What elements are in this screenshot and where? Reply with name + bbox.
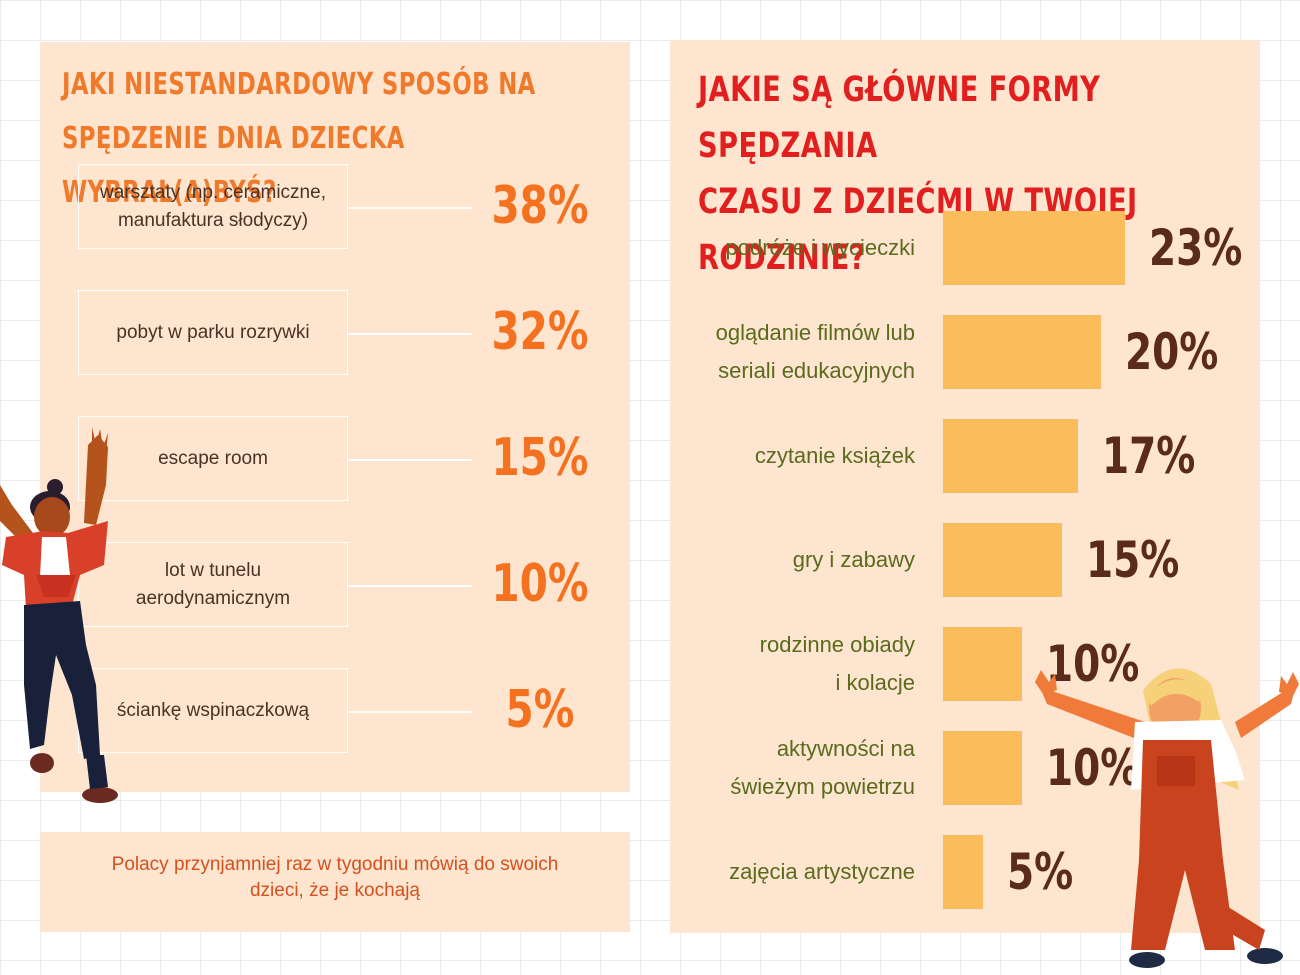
bar-value-label: 10% [1046, 739, 1140, 797]
connector-line [348, 585, 472, 587]
bar-category-label: podróże i wycieczki [670, 211, 915, 285]
bar-category-label: aktywności na świeżym powietrzu [670, 731, 915, 805]
connector-line [348, 711, 472, 713]
option-box-workshops: warsztaty (np. ceramiczne, manufaktura sł… [78, 164, 348, 249]
bar [943, 315, 1102, 389]
note-text: Polacy przynjamniej raz w tygodniu mówią… [40, 852, 630, 904]
right-title: JAKIE SĄ GŁÓWNE FORMY SPĘDZANIA CZASU Z … [698, 62, 1253, 286]
option-label: ściankę wspinaczkową [116, 699, 310, 721]
option-box-wind-tunnel: lot w tunelu aerodynamicznym [78, 542, 348, 627]
bar-category-line: świeżym powietrzu [730, 774, 915, 799]
bar-value-label: 17% [1101, 427, 1195, 485]
bar-category-line: seriali edukacyjnych [718, 358, 915, 383]
bar-category-line: gry i zabawy [792, 547, 915, 572]
bar-category-label: gry i zabawy [670, 523, 915, 597]
right-panel: JAKIE SĄ GŁÓWNE FORMY SPĘDZANIA CZASU Z … [670, 40, 1260, 933]
bar [943, 627, 1023, 701]
bar-value-label: 23% [1149, 219, 1243, 277]
bar-category-line: podróże i wycieczki [725, 235, 915, 260]
bar [943, 835, 983, 909]
bar-category-label: czytanie książek [670, 419, 915, 493]
blonde-girl-in-overalls-cheering-icon [1035, 668, 1299, 968]
option-percent: 10% [491, 554, 589, 614]
option-percent: 32% [491, 302, 589, 362]
bar-category-line: rodzinne obiady [759, 632, 915, 657]
bar-category-line: czytanie książek [754, 443, 915, 468]
bar-value-label: 10% [1046, 635, 1140, 693]
bar-value-label: 5% [1006, 843, 1073, 901]
bar-category-line: zajęcia artystyczne [729, 859, 915, 884]
bar [943, 523, 1062, 597]
bar-value-label: 15% [1085, 531, 1180, 589]
connector-line [348, 459, 472, 461]
connector-line [348, 333, 472, 335]
left-title-line1: JAKI NIESTANDARDOWY SPOSÓB NA [62, 67, 536, 102]
bar [943, 419, 1078, 493]
bar-category-label: rodzinne obiady i kolacje [670, 627, 915, 701]
bar-category-label: zajęcia artystyczne [670, 835, 915, 909]
bar-category-label: oglądanie filmów lub seriali edukacyjnych [670, 315, 915, 389]
left-panel: JAKI NIESTANDARDOWY SPOSÓB NA SPĘDZENIE … [40, 42, 630, 792]
option-label: manufaktura słodyczy) [117, 209, 309, 231]
bar-category-line: aktywności na [776, 736, 915, 761]
girl-with-ponytail-cheering-icon [0, 427, 118, 803]
bar-category-line: oglądanie filmów lub [715, 320, 915, 345]
option-label: pobyt w parku rozrywki [116, 321, 310, 343]
bar-value-label: 20% [1125, 323, 1219, 381]
note-line1: Polacy przynjamniej raz w tygodniu mówią… [111, 854, 559, 875]
right-title-line1: JAKIE SĄ GŁÓWNE FORMY SPĘDZANIA [698, 70, 1101, 166]
bar [943, 731, 1023, 805]
left-title-line2: SPĘDZENIE DNIA DZIECKA WYBRAŁ(A)BYŚ? [62, 121, 405, 210]
option-label: lot w tunelu [164, 559, 262, 581]
option-label: aerodynamicznym [135, 587, 291, 609]
option-percent: 5% [505, 680, 575, 740]
option-percent: 38% [491, 176, 589, 236]
bar [943, 211, 1125, 285]
left-title: JAKI NIESTANDARDOWY SPOSÓB NA SPĘDZENIE … [62, 58, 586, 220]
option-label: warsztaty (np. ceramiczne, [100, 181, 326, 203]
option-label: escape room [158, 447, 268, 469]
note-panel: Polacy przynjamniej raz w tygodniu mówią… [40, 832, 630, 932]
note-line2: dzieci, że je kochają [249, 880, 421, 901]
option-box-amusement-park: pobyt w parku rozrywki [78, 290, 348, 375]
option-box-escape-room: escape room [78, 416, 348, 501]
bar-category-line: i kolacje [835, 670, 915, 695]
connector-line [348, 207, 472, 209]
option-percent: 15% [491, 428, 589, 488]
